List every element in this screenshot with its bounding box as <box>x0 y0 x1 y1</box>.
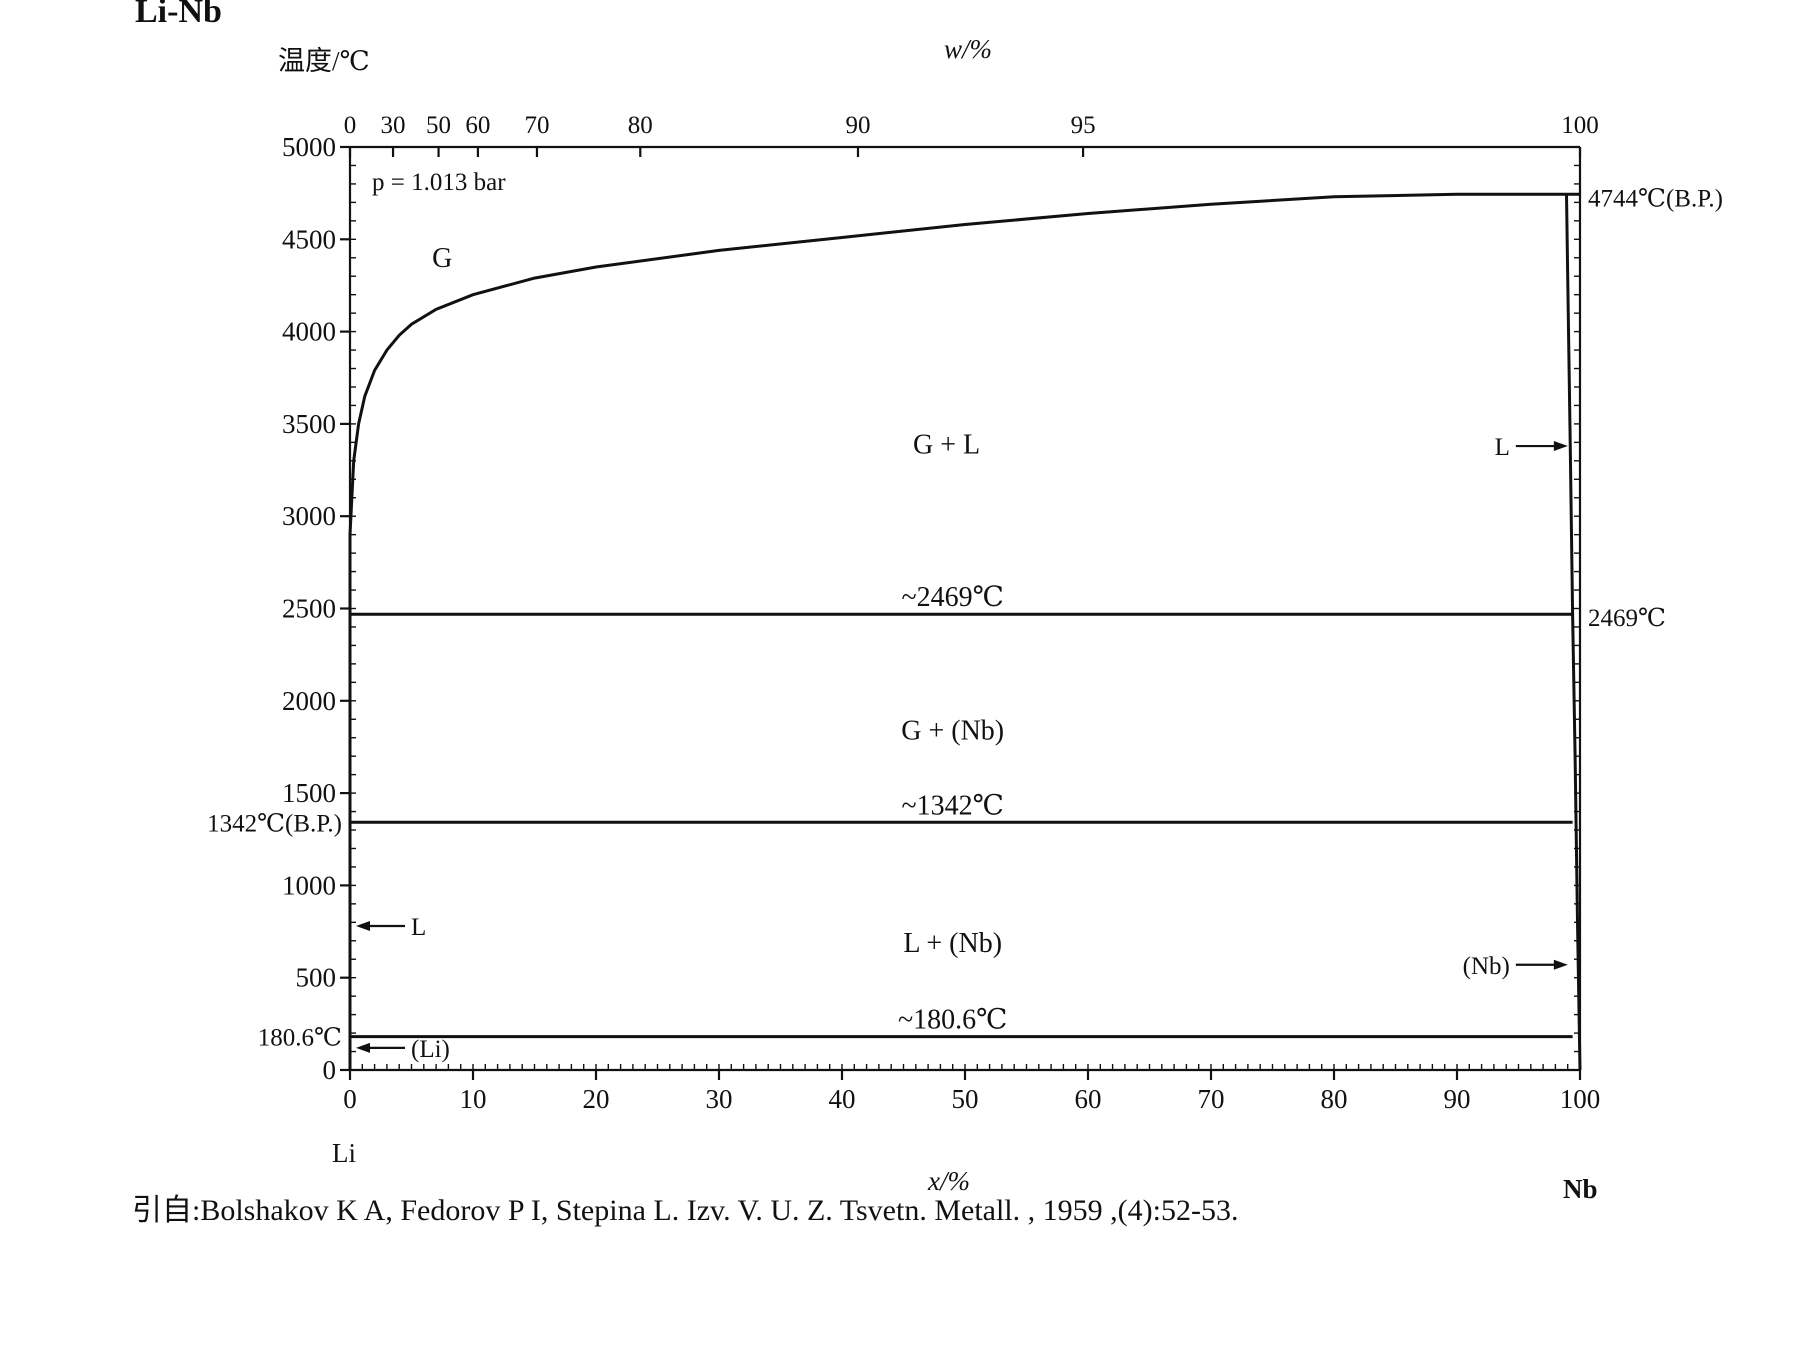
phase-arrow-label: L <box>411 914 426 941</box>
top-tick-label: 90 <box>845 112 870 139</box>
y-tick-label: 5000 <box>282 132 336 162</box>
arrow-head <box>356 1042 370 1053</box>
top-tick-label: 60 <box>465 112 490 139</box>
arrow-head <box>1553 959 1568 970</box>
region-label: G + L <box>913 429 980 460</box>
y-tick-label: 4000 <box>282 317 336 347</box>
y-axis-title: 温度/℃ <box>278 46 370 76</box>
x-tick-label: 0 <box>343 1084 357 1114</box>
bottom-x-axis-title: x/% <box>927 1166 970 1196</box>
arrow-head <box>356 921 370 932</box>
y-tick-label: 3000 <box>282 501 336 531</box>
phase-arrow-label: (Nb) <box>1463 953 1510 980</box>
x-tick-label: 60 <box>1075 1084 1102 1114</box>
region-label: L + (Nb) <box>903 928 1002 959</box>
top-x-axis-title: w/% <box>944 34 992 64</box>
citation-text: 引自:Bolshakov K A, Fedorov P I, Stepina L… <box>132 1194 1238 1227</box>
top-tick-label: 95 <box>1071 112 1096 139</box>
top-tick-label: 50 <box>426 112 451 139</box>
y-tick-label: 1000 <box>282 870 336 900</box>
x-tick-label: 100 <box>1560 1084 1601 1114</box>
nb-point-label: 4744℃(B.P.) <box>1588 185 1723 212</box>
top-tick-label: 80 <box>628 112 653 139</box>
pressure-label: p = 1.013 bar <box>372 169 506 196</box>
y-tick-label: 3500 <box>282 409 336 439</box>
phase-arrow-label: (Li) <box>411 1036 450 1063</box>
liquidus-curve <box>348 192 1580 535</box>
nb-point-label: 2469℃ <box>1588 605 1666 632</box>
x-tick-label: 90 <box>1444 1084 1471 1114</box>
top-tick-label: 70 <box>524 112 549 139</box>
top-tick-label: 30 <box>381 112 406 139</box>
top-tick-label: 100 <box>1561 112 1599 139</box>
top-tick-label: 0 <box>344 112 357 139</box>
x-tick-label: 30 <box>706 1084 733 1114</box>
arrow-head <box>1553 441 1568 452</box>
x-tick-label: 40 <box>829 1084 856 1114</box>
x-tick-label: 10 <box>460 1084 487 1114</box>
special-temperature-label: 180.6℃ <box>258 1025 342 1052</box>
isotherm-label: ~1342℃ <box>901 790 1003 821</box>
right-element-label: Nb <box>1563 1174 1598 1204</box>
isotherm-label: ~2469℃ <box>901 582 1003 613</box>
special-temperature-label: 1342℃(B.P.) <box>207 810 342 837</box>
y-tick-label: 500 <box>296 963 337 993</box>
left-element-label: Li <box>332 1138 356 1168</box>
y-tick-label: 4500 <box>282 224 336 254</box>
y-tick-label: 0 <box>323 1055 337 1085</box>
isotherm-label: ~180.6℃ <box>898 1005 1007 1036</box>
region-label: G <box>432 243 452 274</box>
y-tick-label: 2500 <box>282 594 336 624</box>
region-label: G + (Nb) <box>901 716 1004 747</box>
x-tick-label: 50 <box>952 1084 979 1114</box>
phase-arrow-label: L <box>1495 434 1510 461</box>
x-tick-label: 20 <box>583 1084 610 1114</box>
x-tick-label: 80 <box>1321 1084 1348 1114</box>
nb-solvus-curve <box>1565 194 1582 1071</box>
plot-area: 0500100015002000250030003500400045005000… <box>207 112 1723 1114</box>
x-tick-label: 70 <box>1198 1084 1225 1114</box>
y-tick-label: 2000 <box>282 686 336 716</box>
y-tick-label: 1500 <box>282 778 336 808</box>
chart-title: Li-Nb <box>135 0 222 30</box>
